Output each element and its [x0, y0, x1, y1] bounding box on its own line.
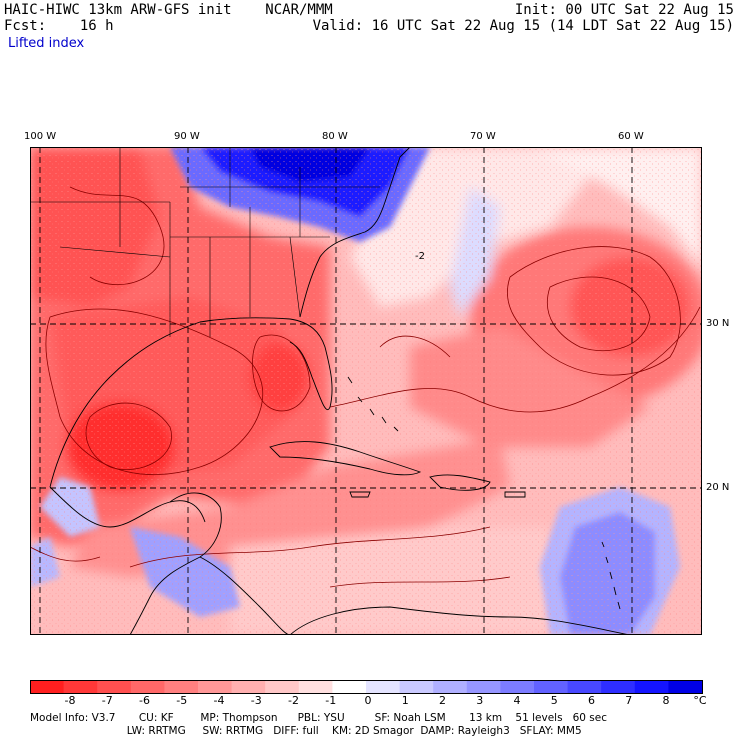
valid-time: Valid: 16 UTC Sat 22 Aug 15 (14 LDT Sat …	[312, 18, 734, 34]
colorbar-cell	[500, 680, 535, 694]
colorbar-tick-label: 2	[439, 694, 446, 707]
colorbar-cell	[231, 680, 266, 694]
colorbar-cell	[534, 680, 569, 694]
colorbar-tick-label: 8	[662, 694, 670, 707]
colorbar-tick-label: -6	[139, 694, 150, 707]
colorbar-cell	[433, 680, 468, 694]
colorbar-cell	[567, 680, 602, 694]
colorbar-cell	[298, 680, 333, 694]
colorbar-tick-label: 7	[625, 694, 633, 707]
colorbar-cell	[97, 680, 132, 694]
lat-label-20n: 20 N	[706, 482, 730, 493]
colorbar-cell	[634, 680, 669, 694]
colorbar-tick-label: -5	[176, 694, 188, 707]
colorbar-tick-label: 1	[401, 694, 409, 707]
coastlines	[49, 147, 631, 635]
colorbar-tick-label: -4	[213, 694, 225, 707]
colorbar-tick-label: 3	[476, 694, 484, 707]
colorbar-cell	[668, 680, 703, 694]
lon-label-70w: 70 W	[470, 131, 496, 142]
lifted-index-map: -2	[30, 147, 702, 635]
map-frame	[30, 147, 702, 635]
lon-label-80w: 80 W	[322, 131, 348, 142]
init-time: Init: 00 UTC Sat 22 Aug 15	[514, 2, 734, 18]
lon-label-100w: 100 W	[24, 131, 57, 142]
colorbar	[30, 680, 703, 694]
field-name: Lifted index	[8, 36, 85, 51]
colorbar-tick-label: -3	[250, 694, 262, 707]
colorbar-tick-label: 0	[364, 694, 372, 707]
colorbar-tick-label: -1	[325, 694, 337, 707]
colorbar-unit: °C	[693, 694, 707, 707]
colorbar-tick-label: -8	[64, 694, 76, 707]
lat-label-30n: 30 N	[706, 318, 730, 329]
colorbar-cell	[399, 680, 434, 694]
graticule	[30, 147, 702, 635]
colorbar-cell	[466, 680, 501, 694]
colorbar-cell	[164, 680, 199, 694]
colorbar-tick-label: 4	[513, 694, 521, 707]
colorbar-cell	[63, 680, 98, 694]
colorbar-cell	[601, 680, 636, 694]
colorbar-cell	[265, 680, 300, 694]
model-title: HAIC-HIWC 13km ARW-GFS init NCAR/MMM	[4, 2, 333, 18]
model-info-line-1: Model Info: V3.7 CU: KF MP: Thompson PBL…	[30, 712, 607, 724]
colorbar-tick-label: 5	[550, 694, 558, 707]
contour-value-label: -2	[415, 251, 425, 262]
colorbar-tick-label: 6	[588, 694, 595, 707]
lon-label-60w: 60 W	[618, 131, 644, 142]
colorbar-cell	[30, 680, 65, 694]
lon-label-90w: 90 W	[174, 131, 200, 142]
model-info-line-2: LW: RRTMG SW: RRTMG DIFF: full KM: 2D Sm…	[30, 725, 582, 737]
colorbar-cell	[332, 680, 367, 694]
forecast-hour: Fcst: 16 h	[4, 18, 114, 34]
colorbar-tick-label: -7	[101, 694, 113, 707]
colorbar-cell	[130, 680, 165, 694]
colorbar-cell	[198, 680, 233, 694]
state-borders	[30, 147, 380, 337]
contour-lines	[30, 186, 701, 588]
colorbar-tick-label: -2	[288, 694, 299, 707]
colorbar-cell	[366, 680, 401, 694]
